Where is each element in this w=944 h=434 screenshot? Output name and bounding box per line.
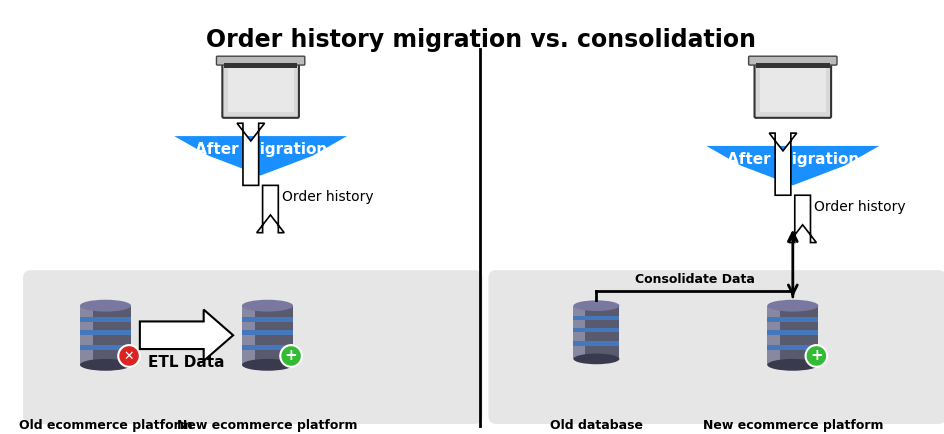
Bar (242, 306, 255, 365)
Circle shape (804, 345, 826, 367)
Ellipse shape (573, 354, 618, 364)
Bar (242, 345, 293, 350)
Circle shape (280, 345, 301, 367)
Text: Order history migration vs. consolidation: Order history migration vs. consolidatio… (206, 28, 755, 52)
Polygon shape (237, 123, 264, 185)
Bar (224, 63, 297, 68)
Bar (80, 306, 93, 365)
Bar (80, 317, 131, 322)
Text: Order history: Order history (282, 190, 374, 204)
Bar (242, 317, 293, 322)
Text: +: + (284, 349, 297, 363)
Bar (228, 66, 294, 112)
Bar (573, 306, 618, 359)
Text: Consolidate Data: Consolidate Data (634, 273, 753, 286)
Bar (759, 66, 825, 112)
Text: Old database: Old database (549, 419, 642, 432)
Bar (767, 330, 818, 335)
Polygon shape (174, 136, 346, 175)
FancyBboxPatch shape (753, 61, 830, 118)
FancyBboxPatch shape (222, 61, 298, 118)
Polygon shape (788, 195, 816, 243)
Polygon shape (768, 133, 796, 195)
Text: ETL Data: ETL Data (148, 355, 225, 370)
Text: ✕: ✕ (124, 349, 134, 362)
Bar (242, 306, 293, 365)
Text: Order history: Order history (814, 200, 905, 214)
Text: Old ecommerce platform: Old ecommerce platform (19, 419, 193, 432)
Bar (573, 341, 618, 345)
FancyBboxPatch shape (748, 56, 836, 65)
FancyBboxPatch shape (216, 56, 305, 65)
Text: After migration: After migration (726, 152, 858, 167)
Bar (573, 328, 618, 332)
Ellipse shape (242, 359, 293, 371)
Ellipse shape (767, 359, 818, 371)
Bar (755, 63, 829, 68)
Ellipse shape (573, 300, 618, 311)
Polygon shape (140, 309, 233, 361)
Bar (80, 306, 131, 365)
Text: +: + (809, 349, 822, 363)
Text: New ecommerce platform: New ecommerce platform (177, 419, 358, 432)
Bar (767, 306, 818, 365)
Bar (767, 345, 818, 350)
Bar (80, 345, 131, 350)
Bar (767, 317, 818, 322)
Polygon shape (257, 185, 284, 233)
Polygon shape (706, 146, 878, 185)
FancyBboxPatch shape (488, 270, 944, 424)
Text: New ecommerce platform: New ecommerce platform (701, 419, 882, 432)
Text: After migration: After migration (194, 142, 327, 158)
Bar (242, 330, 293, 335)
Ellipse shape (767, 300, 818, 312)
FancyBboxPatch shape (23, 270, 482, 424)
Circle shape (118, 345, 140, 367)
Bar (80, 330, 131, 335)
Ellipse shape (80, 300, 131, 312)
Bar (573, 316, 618, 320)
Ellipse shape (80, 359, 131, 371)
Bar (767, 306, 779, 365)
Ellipse shape (242, 300, 293, 312)
Bar (573, 306, 584, 359)
